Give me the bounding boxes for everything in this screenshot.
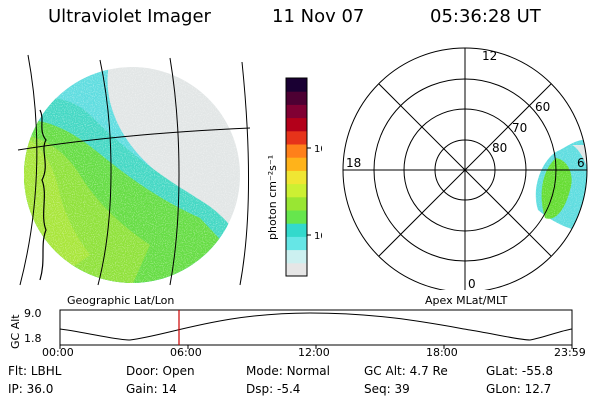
colorbar-segment bbox=[286, 144, 307, 158]
mlt-label-0: 0 bbox=[468, 277, 476, 290]
time-tick-0600: 06:00 bbox=[170, 346, 202, 359]
status-gc-alt: GC Alt: 4.7 Re bbox=[364, 364, 448, 378]
status-filter: Flt: LBHL bbox=[8, 364, 62, 378]
geographic-auroral-image bbox=[17, 54, 251, 286]
colorbar-segment bbox=[286, 170, 307, 185]
colorbar-segment bbox=[286, 157, 307, 171]
colorbar-segment bbox=[286, 196, 307, 211]
colorbar-segment bbox=[286, 249, 307, 264]
status-dsp: Dsp: -5.4 bbox=[246, 382, 301, 396]
colorbar-segment bbox=[286, 210, 307, 224]
intensity-colorbar: 100 10 photon cm⁻²s⁻¹ bbox=[266, 77, 322, 277]
observation-time: 05:36:28 UT bbox=[430, 6, 541, 27]
altitude-ytick-min: 1.8 bbox=[24, 332, 42, 345]
status-ip: IP: 36.0 bbox=[8, 382, 54, 396]
status-glon: GLon: 12.7 bbox=[486, 382, 552, 396]
polar-mlat-mlt-plot: 12 0 18 6 60 70 80 bbox=[342, 47, 588, 290]
time-tick-2359: 23:59 bbox=[554, 346, 586, 359]
status-mode: Mode: Normal bbox=[246, 364, 330, 378]
colorbar-segment bbox=[286, 130, 307, 145]
mlat-label-80: 80 bbox=[492, 141, 507, 155]
colorbar-unit-label: photon cm⁻²s⁻¹ bbox=[266, 155, 279, 240]
colorbar-segment bbox=[286, 262, 307, 277]
colorbar-segment bbox=[286, 183, 307, 198]
altitude-ylabel: GC Alt bbox=[9, 314, 22, 349]
mlat-label-70: 70 bbox=[512, 121, 527, 135]
status-glat: GLat: -55.8 bbox=[486, 364, 553, 378]
time-tick-1800: 18:00 bbox=[426, 346, 458, 359]
colorbar-segment bbox=[286, 91, 307, 105]
colorbar-tick-10: 10 bbox=[314, 231, 322, 242]
polar-panel-caption: Apex MLat/MLT bbox=[425, 294, 508, 307]
status-gain: Gain: 14 bbox=[126, 382, 177, 396]
mlt-label-12: 12 bbox=[482, 49, 497, 63]
geo-panel-caption: Geographic Lat/Lon bbox=[67, 294, 175, 307]
instrument-title: Ultraviolet Imager bbox=[48, 6, 211, 27]
altitude-ytick-max: 9.0 bbox=[24, 307, 42, 320]
colorbar-segment bbox=[286, 117, 307, 132]
time-tick-0000: 00:00 bbox=[42, 346, 74, 359]
status-seq: Seq: 39 bbox=[364, 382, 410, 396]
colorbar-segment bbox=[286, 223, 307, 237]
mlt-label-6: 6 bbox=[577, 156, 585, 170]
observation-date: 11 Nov 07 bbox=[272, 6, 365, 27]
colorbar-segment bbox=[286, 78, 307, 92]
colorbar-segment bbox=[286, 236, 307, 251]
status-door: Door: Open bbox=[126, 364, 195, 378]
altitude-strip-plot: GC Alt 9.0 1.8 bbox=[9, 307, 573, 349]
mlt-label-18: 18 bbox=[346, 156, 361, 170]
colorbar-tick-100: 100 bbox=[314, 144, 322, 155]
mlat-label-60: 60 bbox=[535, 100, 550, 114]
colorbar-segment bbox=[286, 104, 307, 119]
time-tick-1200: 12:00 bbox=[298, 346, 330, 359]
